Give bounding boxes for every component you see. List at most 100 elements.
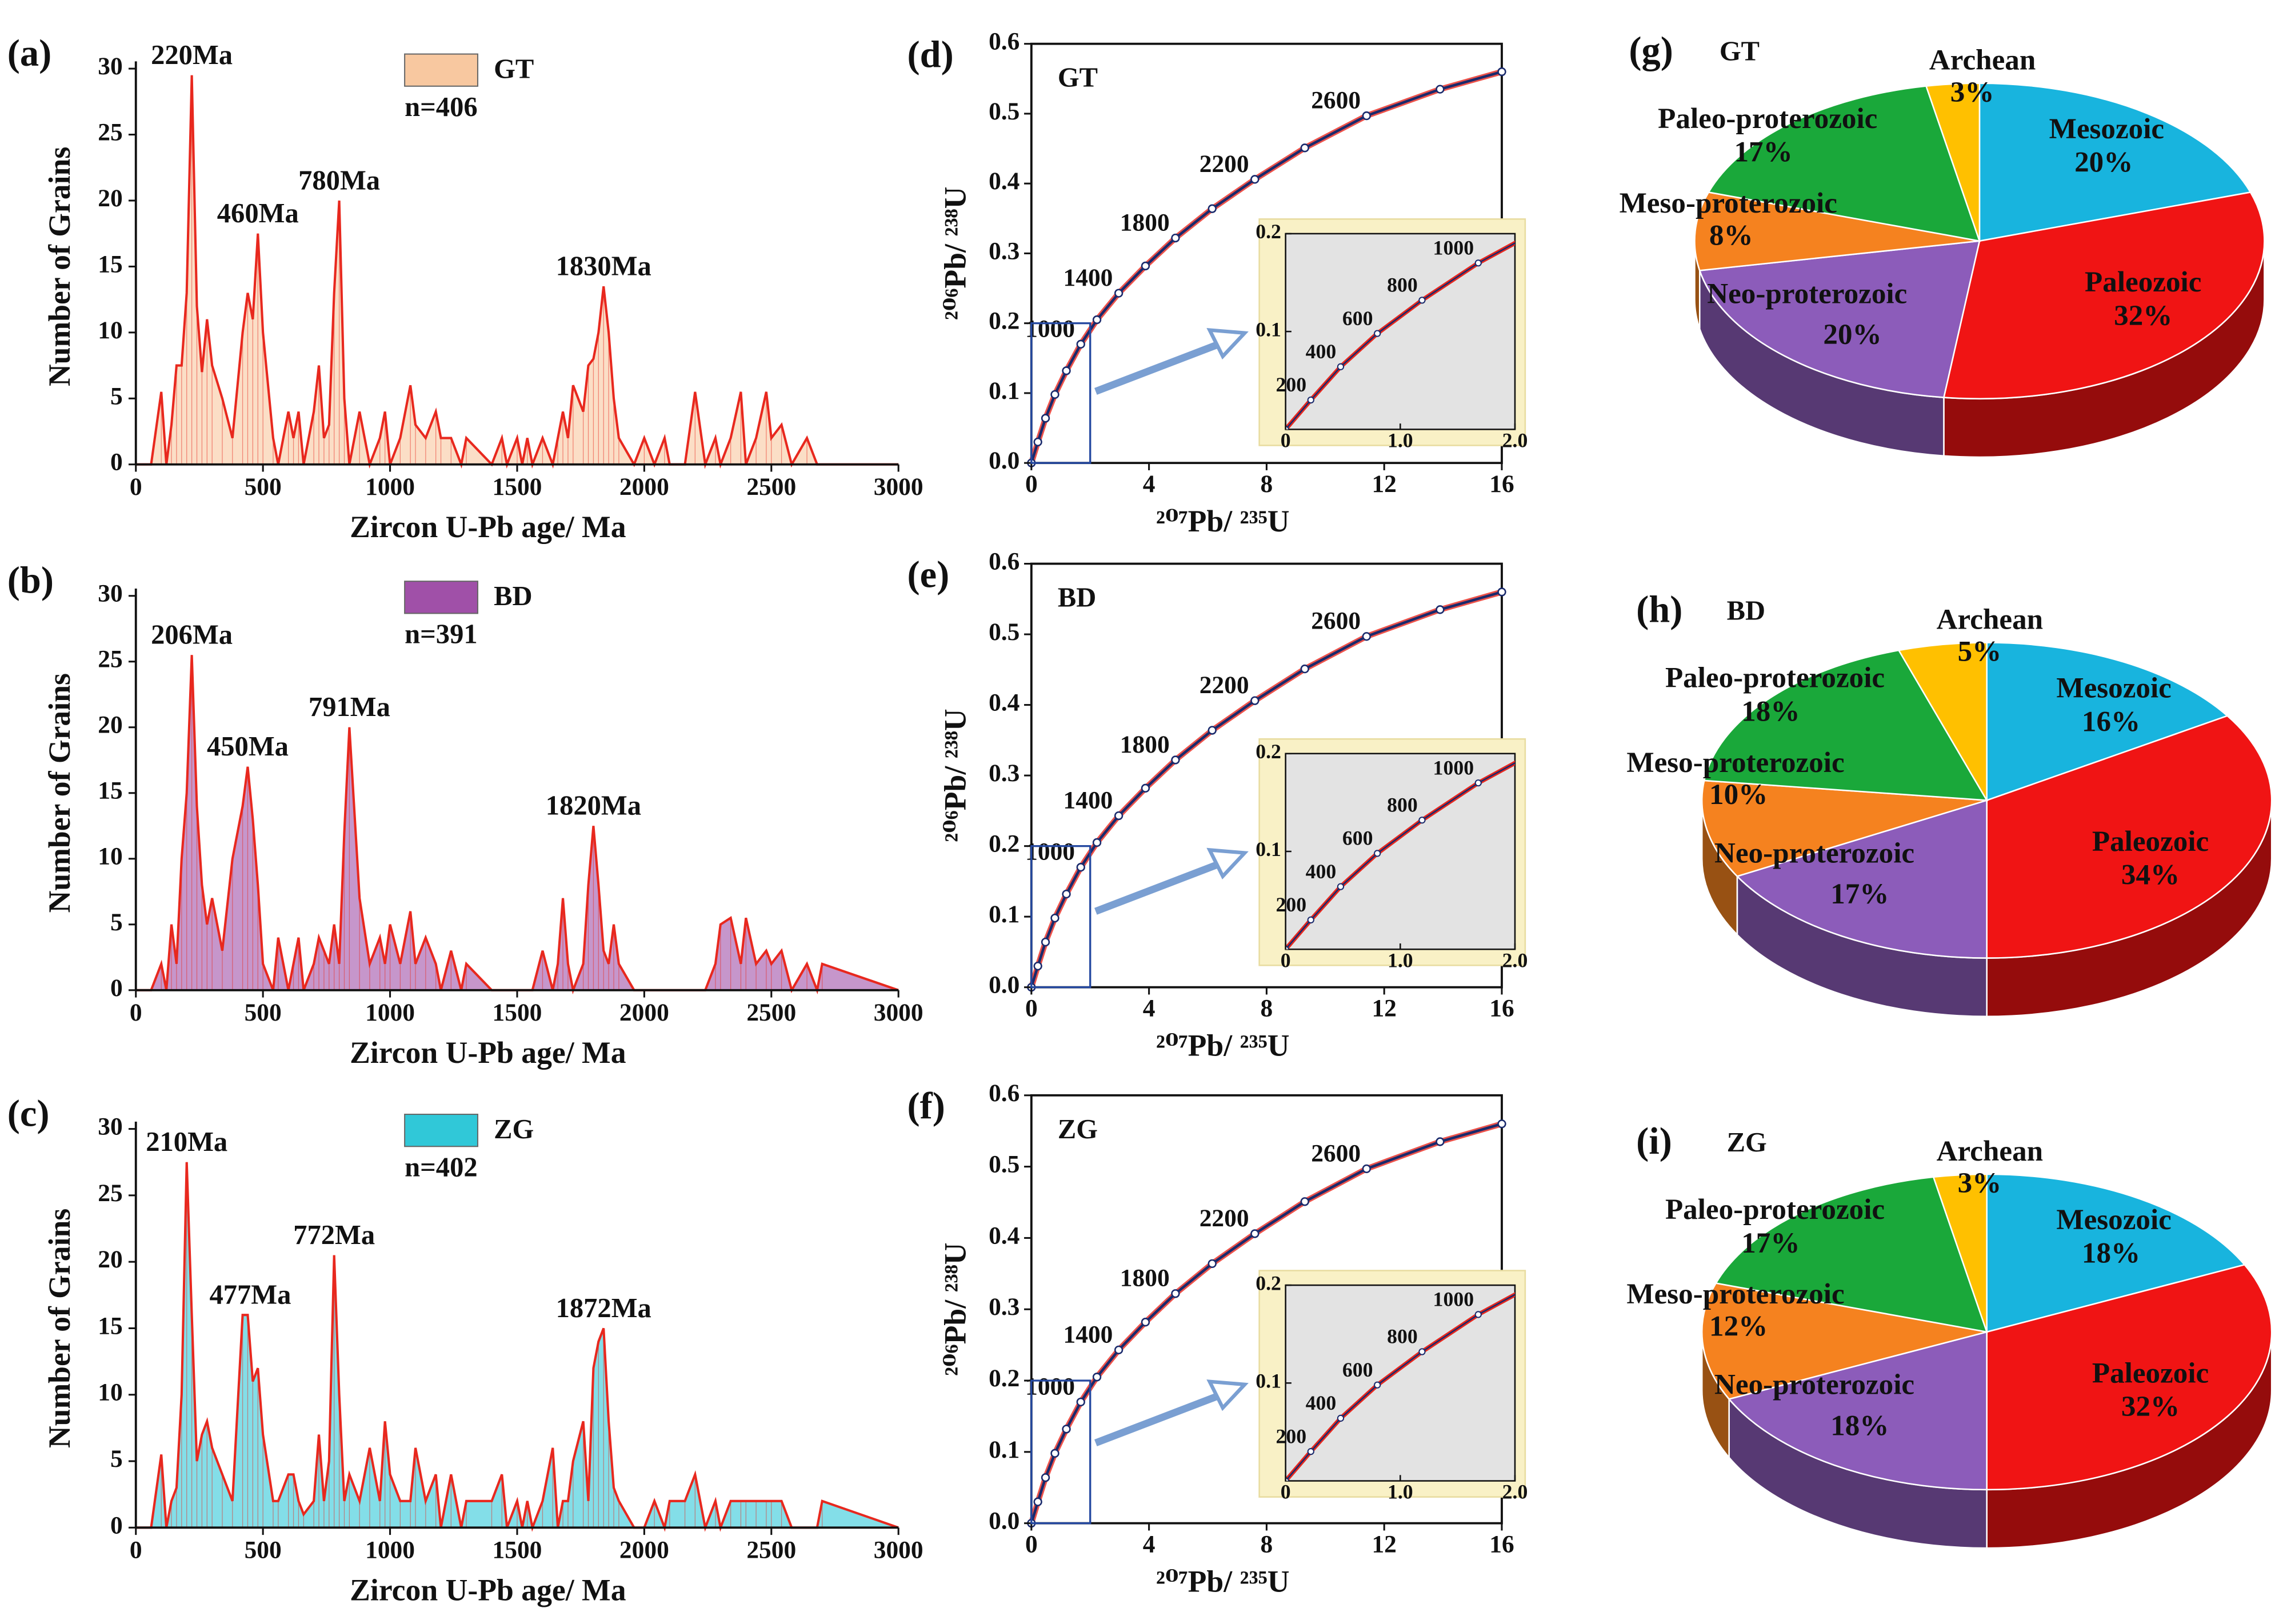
inset-x-tick-label: 0 — [1281, 949, 1291, 971]
area-fill — [135, 75, 899, 465]
panel-label: (b) — [7, 560, 54, 602]
slice-label: Archean — [1937, 603, 2043, 635]
inset-age-marker — [1538, 226, 1544, 231]
inset-age-marker — [1624, 1240, 1629, 1246]
inset-age-label: 400 — [1306, 1391, 1337, 1414]
y-tick-label: 0.5 — [989, 618, 1019, 646]
inset-curve — [1285, 762, 1515, 950]
x-tick-label: 4 — [1143, 470, 1156, 498]
y-tick-label: 5 — [110, 382, 123, 410]
x-tick-label: 16 — [1489, 995, 1514, 1022]
inset-age-marker — [1418, 817, 1426, 824]
pie-slice — [1986, 1263, 2273, 1491]
pie-slice — [1698, 240, 1981, 398]
inset-age-marker — [1307, 916, 1314, 924]
sample-count: n=406 — [405, 91, 478, 122]
age-marker — [1041, 414, 1050, 423]
inset-age-marker — [2154, 1081, 2160, 1086]
slice-label: Mesozoic — [2049, 113, 2165, 145]
inset-age-marker — [1337, 883, 1345, 890]
y-tick-label: 0.2 — [989, 1365, 1019, 1392]
inset-y-tick-label: 0.1 — [1256, 318, 1281, 341]
age-label: 2200 — [1200, 671, 1249, 699]
legend-swatch — [404, 1114, 478, 1147]
x-axis-label: ²⁰⁷Pb/ ²³⁵U — [1156, 1564, 1290, 1598]
slice-percent: 8% — [1709, 219, 1753, 251]
age-marker — [1171, 1289, 1180, 1298]
slice-label: Mesozoic — [2056, 672, 2172, 705]
age-marker — [1141, 261, 1150, 271]
peak-label: 220Ma — [151, 39, 233, 70]
panel-label: (d) — [907, 34, 954, 75]
zoom-box — [1030, 322, 1091, 464]
age-marker — [1062, 889, 1071, 899]
y-tick-label: 10 — [98, 317, 122, 344]
y-tick-label: 0.1 — [989, 1436, 1019, 1463]
zoom-arrow-head — [1206, 1379, 1249, 1411]
inset-age-marker — [1337, 363, 1345, 370]
panel-label: (c) — [7, 1093, 50, 1134]
slice-percent: 17% — [1741, 1227, 1800, 1259]
y-tick-label: 0.1 — [989, 377, 1019, 405]
inset-age-label: 800 — [1387, 274, 1418, 297]
x-tick-label: 0 — [130, 1537, 142, 1564]
panel-label: (a) — [7, 33, 51, 74]
age-label: 2600 — [1311, 607, 1361, 635]
x-axis-label: ²⁰⁷Pb/ ²³⁵U — [1156, 504, 1290, 538]
y-tick-label: 0.5 — [989, 1151, 1019, 1178]
slice-label: Archean — [1937, 1135, 2043, 1167]
x-tick-label: 500 — [245, 999, 282, 1026]
peak-label: 1872Ma — [556, 1293, 651, 1323]
inset-age-label: 400 — [1306, 860, 1337, 883]
zoom-arrow-head — [1206, 847, 1249, 879]
x-tick-label: 8 — [1261, 995, 1273, 1022]
inset-age-marker — [1845, 1163, 1850, 1169]
age-marker — [1092, 315, 1102, 325]
slice-label: Paleozoic — [2092, 1357, 2209, 1389]
x-axis-label: Zircon U-Pb age/ Ma — [350, 510, 626, 544]
age-label: 1000 — [1025, 1373, 1075, 1400]
slice-percent: 12% — [1709, 1310, 1768, 1342]
y-axis-label: Number of Grains — [42, 673, 77, 913]
age-marker — [1436, 605, 1445, 614]
slice-label: Paleozoic — [2085, 266, 2201, 298]
x-tick-label: 8 — [1261, 1531, 1273, 1558]
inset-age-label: 800 — [1387, 1325, 1418, 1348]
y-axis-label: ²⁰⁶Pb/ ²³⁸U — [938, 187, 972, 321]
pie-slice — [1701, 779, 1988, 877]
y-tick-label: 0.4 — [989, 1222, 1019, 1249]
age-marker — [1092, 838, 1102, 847]
y-tick-label: 0.3 — [989, 237, 1019, 265]
age-marker — [1300, 664, 1309, 674]
x-tick-label: 0 — [1025, 995, 1038, 1022]
slice-percent: 34% — [2121, 859, 2180, 891]
x-tick-label: 12 — [1372, 1531, 1396, 1558]
concordia-curve — [1030, 590, 1502, 988]
slice-percent: 3% — [1958, 1167, 2002, 1199]
zoom-box — [1030, 845, 1091, 989]
inset-y-tick-label: 0.2 — [1256, 740, 1281, 763]
age-marker — [1114, 289, 1123, 298]
peak-label: 772Ma — [293, 1219, 375, 1250]
inset-age-marker — [1374, 850, 1381, 857]
area-fill — [135, 655, 899, 990]
age-marker — [1362, 632, 1371, 641]
inset-x-tick-label: 2.0 — [1502, 429, 1528, 452]
sample-count: n=391 — [405, 618, 478, 649]
peak-label: 780Ma — [298, 165, 380, 195]
slice-percent: 20% — [2074, 146, 2133, 179]
inset-age-marker — [1474, 1311, 1482, 1318]
zoom-arrow-head — [1206, 327, 1249, 360]
age-marker — [1041, 1473, 1050, 1482]
y-tick-label: 10 — [98, 843, 122, 870]
y-tick-label: 30 — [98, 580, 122, 607]
zoom-arrow — [1094, 339, 1223, 395]
slice-label: Paleo-proterozoic — [1665, 1193, 1885, 1226]
x-tick-label: 1000 — [365, 999, 415, 1026]
y-tick-label: 0.1 — [989, 901, 1019, 928]
slice-percent: 16% — [2082, 705, 2140, 738]
inset-y-tick-label: 0.2 — [1256, 220, 1281, 243]
peak-label: 460Ma — [217, 198, 299, 229]
